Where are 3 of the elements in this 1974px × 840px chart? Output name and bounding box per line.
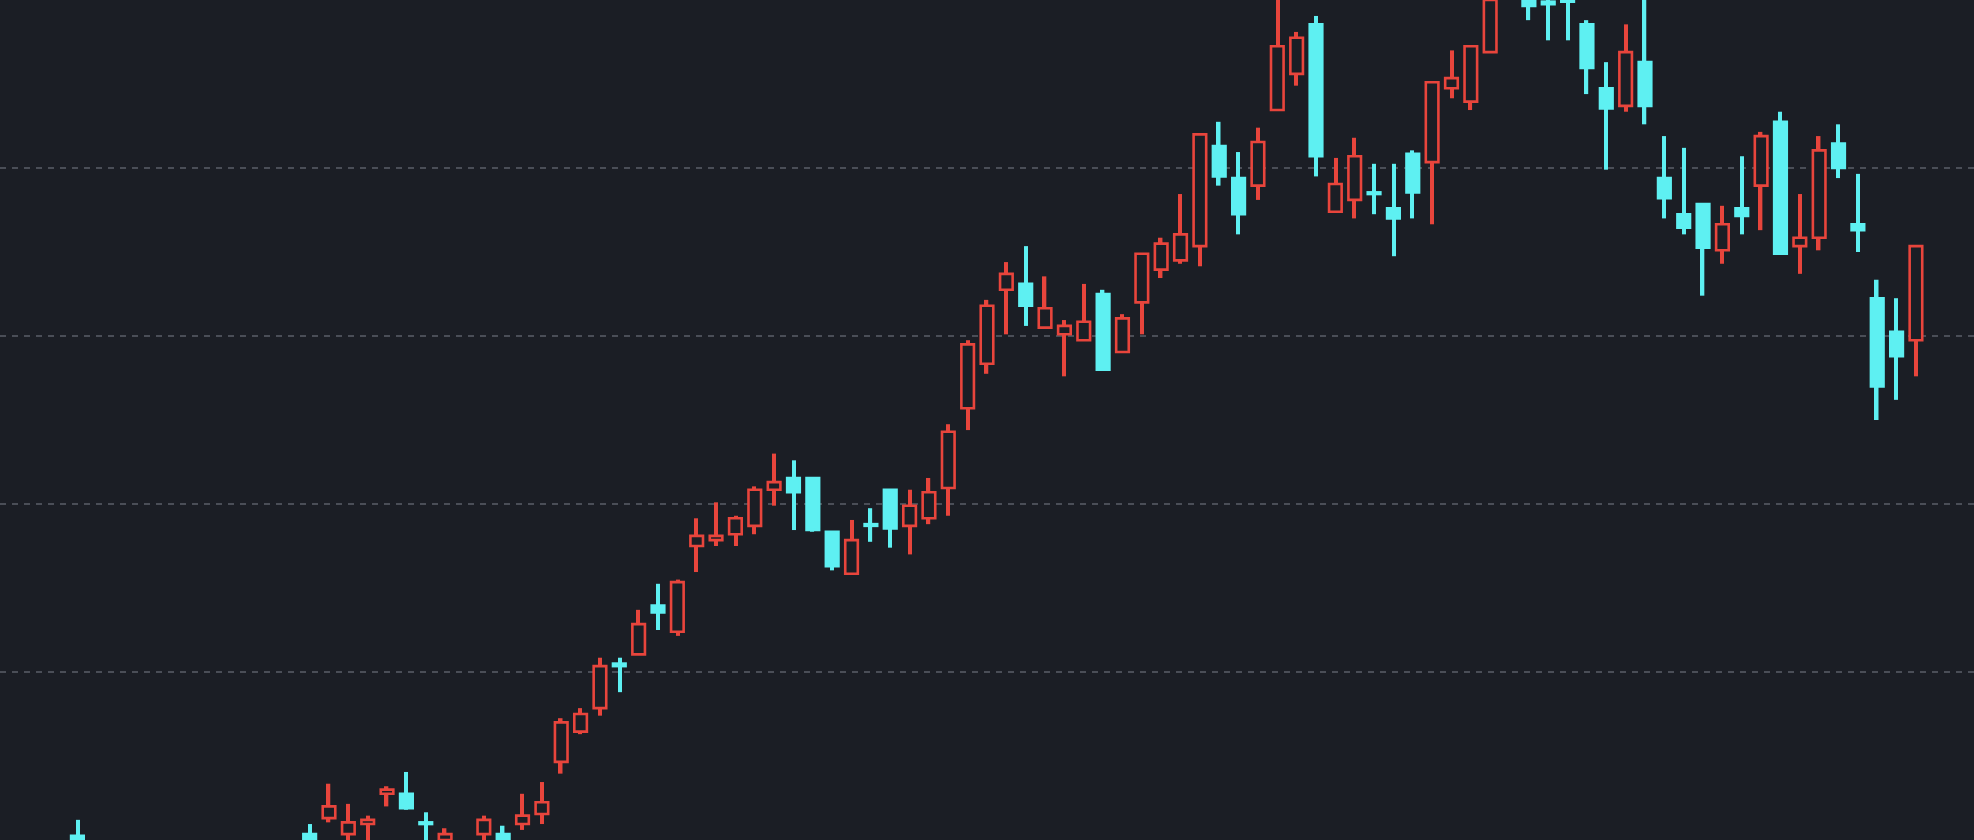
candlestick: [1850, 173, 1866, 252]
candlestick: [1366, 163, 1382, 215]
candlestick: [1560, 0, 1576, 41]
